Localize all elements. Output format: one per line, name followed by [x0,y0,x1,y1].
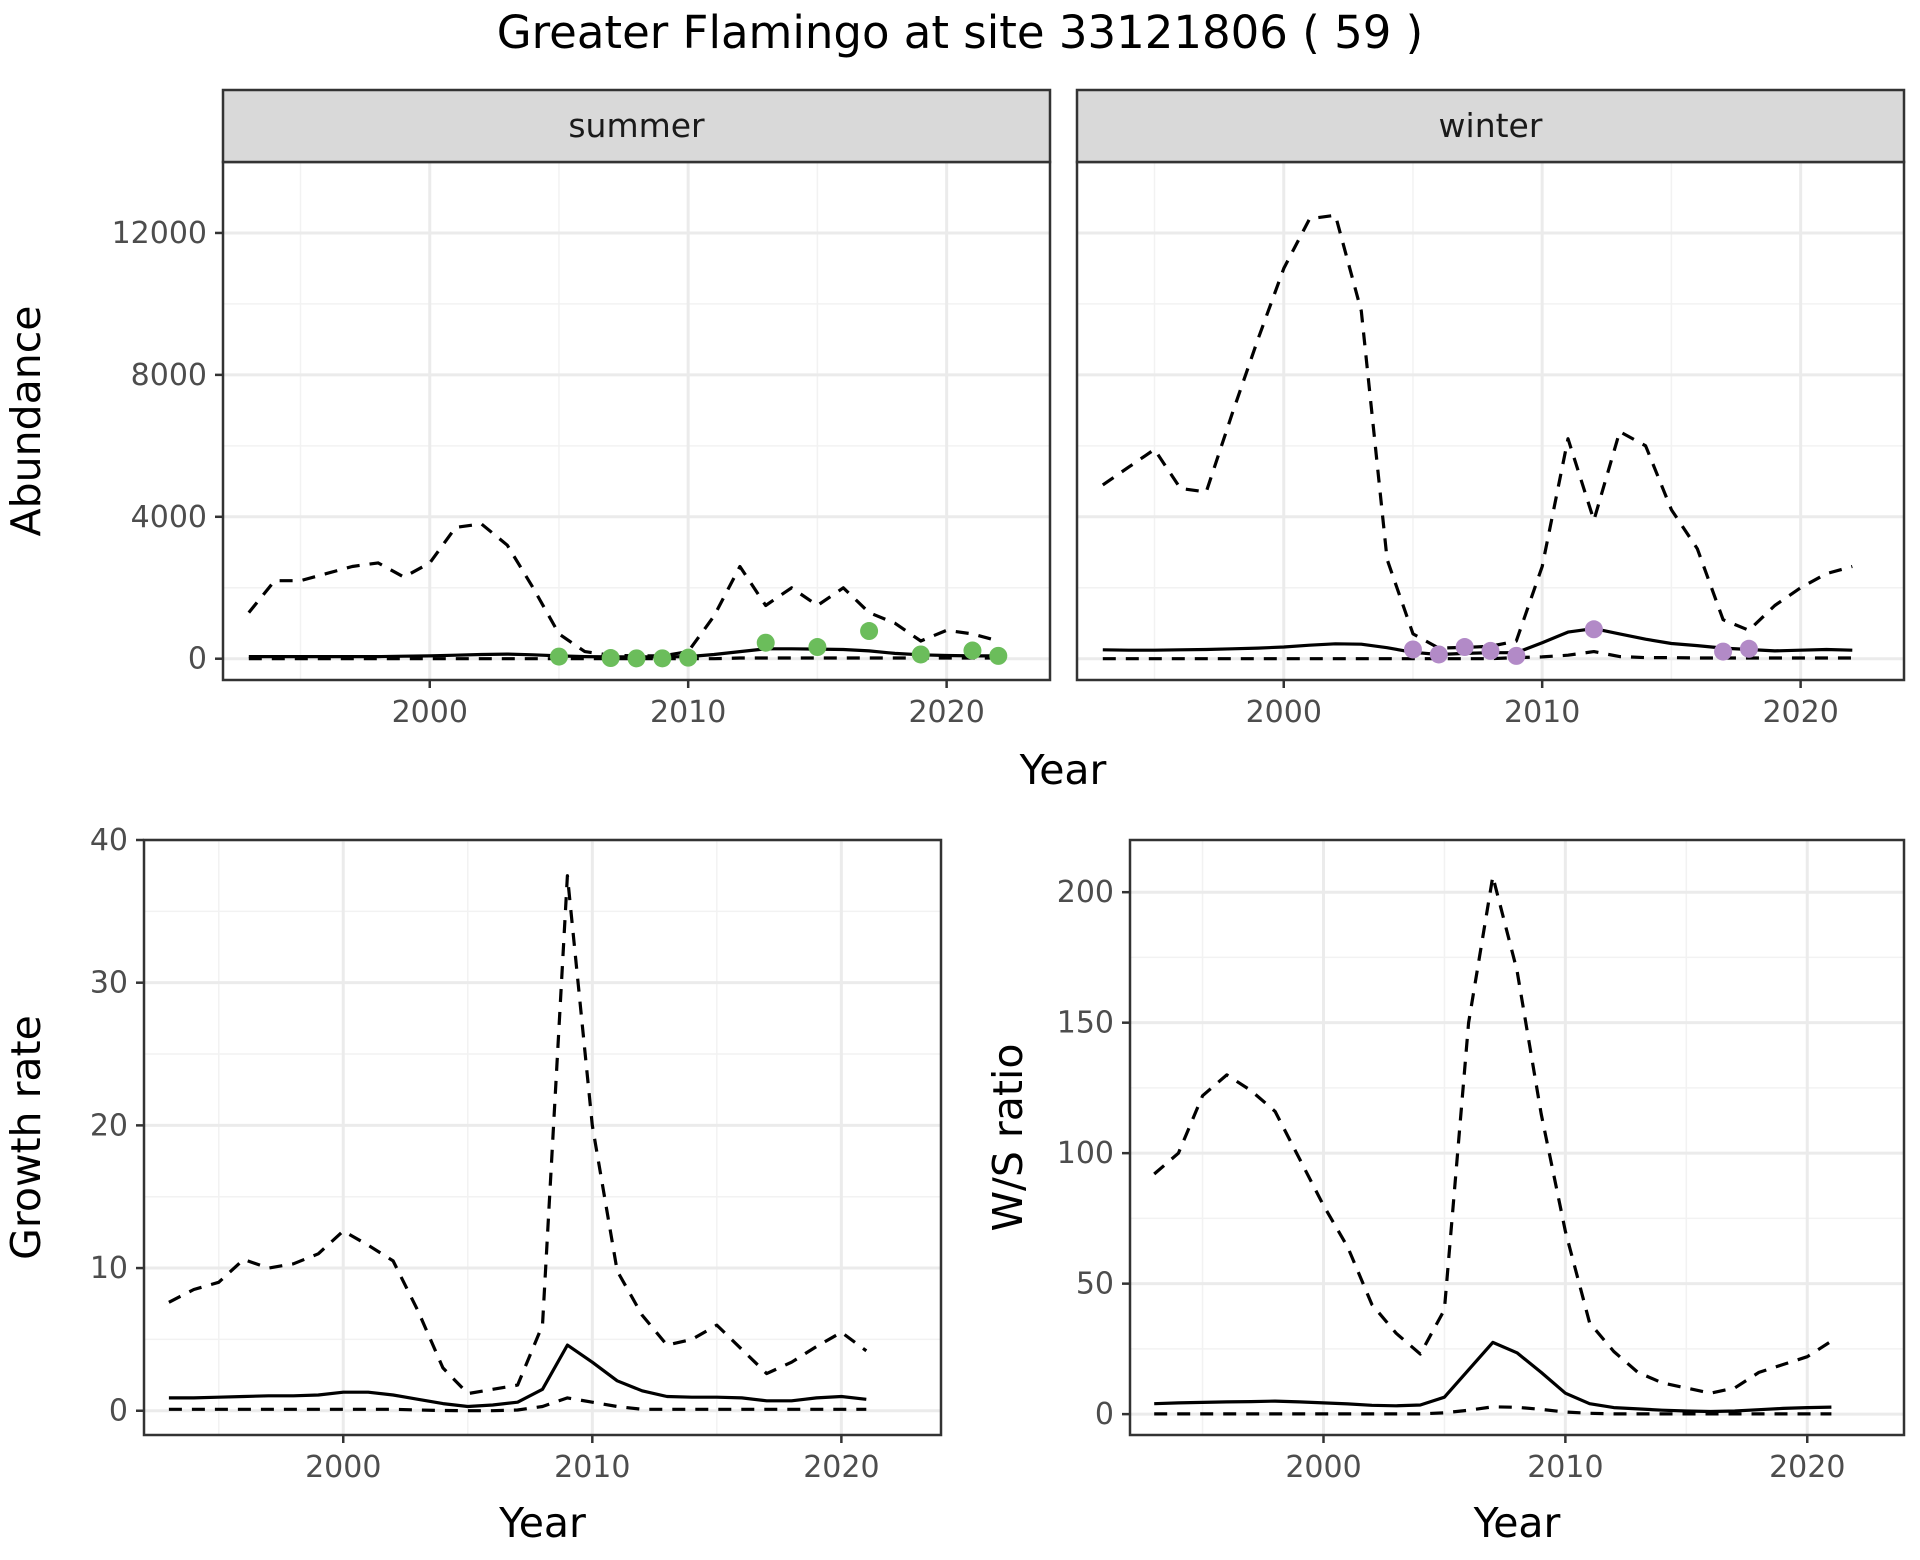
data-point [627,649,646,668]
y-tick-label: 20 [90,1108,128,1143]
series-line-lower [248,656,999,661]
plot-area [1130,840,1904,1435]
data-point [1455,638,1474,657]
series-line-upper [1101,213,1853,650]
data-point [963,641,982,660]
y-tick-label: 0 [109,1394,128,1429]
data-point [989,646,1008,665]
data-point [756,633,775,652]
series-line-upper [168,874,868,1396]
x-tick-label: 2010 [650,695,726,730]
data-point [860,622,879,641]
data-point [679,648,698,667]
x-tick-label: 2020 [1762,695,1838,730]
x-tick-label: 2020 [908,695,984,730]
y-tick-label: 40 [90,823,128,858]
y-tick-label: 10 [90,1251,128,1286]
y-tick-label: 0 [188,642,207,677]
data-point [653,649,672,668]
y-tick-label: 0 [1095,1397,1114,1432]
panel-ratio: 2000 2010 2020 0 50 100 150 200 W/S ratio Year [984,838,1906,1547]
panel-summer: summer 2000 2010 2020 0 4000 8000 12000 Abundanc… [2,88,1107,794]
chart-title: Greater Flamingo at site 33121806 ( 59 ) [497,6,1423,59]
series-line-mean [1154,1340,1832,1414]
panel-growth: 2000 2010 2020 0 10 20 30 40 Growth rate Year [2,823,943,1547]
x-tick-label: 2000 [1285,1450,1361,1485]
data-point [1507,646,1526,665]
facet-strip [1075,88,1906,164]
y-tick-label: 4000 [131,500,207,535]
data-point [1739,639,1758,658]
x-tick-label: 2020 [803,1450,879,1485]
data-point [549,647,568,666]
y-tick-label: 200 [1057,875,1114,910]
data-point [911,645,930,664]
series-line-mean [248,647,999,659]
y-axis-title: W/S ratio [984,1044,1032,1232]
data-point [1584,620,1603,639]
series-line-upper [1153,874,1833,1395]
y-tick-label: 50 [1076,1267,1114,1302]
plot-area [1077,162,1904,680]
data-point [1403,640,1422,659]
x-axis-title: Year [1473,1499,1561,1547]
facet-strip [221,88,1052,164]
x-axis-title: Year [1019,746,1107,794]
x-tick-label: 2010 [554,1450,630,1485]
y-axis-title: Abundance [2,306,50,537]
x-tick-label: 2000 [305,1450,381,1485]
plot-area [144,840,941,1435]
facet-strip-label: summer [568,106,705,145]
x-tick-label: 2020 [1769,1450,1845,1485]
series-line-upper [247,522,999,658]
x-axis-title: Year [498,1499,586,1547]
y-axis-title: Growth rate [2,1015,50,1260]
x-tick-label: 2010 [1527,1450,1603,1485]
facet-strip-label: winter [1439,106,1543,145]
x-tick-label: 2010 [1504,695,1580,730]
x-tick-label: 2000 [392,695,468,730]
x-tick-label: 2000 [1246,695,1322,730]
y-tick-label: 100 [1057,1136,1114,1171]
plot-area [223,162,1050,680]
y-tick-label: 150 [1057,1006,1114,1041]
panel-border [1128,838,1906,1437]
y-tick-label: 12000 [112,216,207,251]
y-tick-label: 8000 [131,358,207,393]
y-tick-label: 30 [90,966,128,1001]
data-point [1429,645,1448,664]
data-point [1481,641,1500,660]
panel-winter: winter 2000 2010 2020 [1075,88,1906,730]
data-point [1714,642,1733,661]
series-line-mean [168,1343,867,1409]
series-line-lower [168,1396,867,1413]
panel-border [142,838,943,1437]
data-point [601,649,620,668]
data-point [808,638,827,657]
